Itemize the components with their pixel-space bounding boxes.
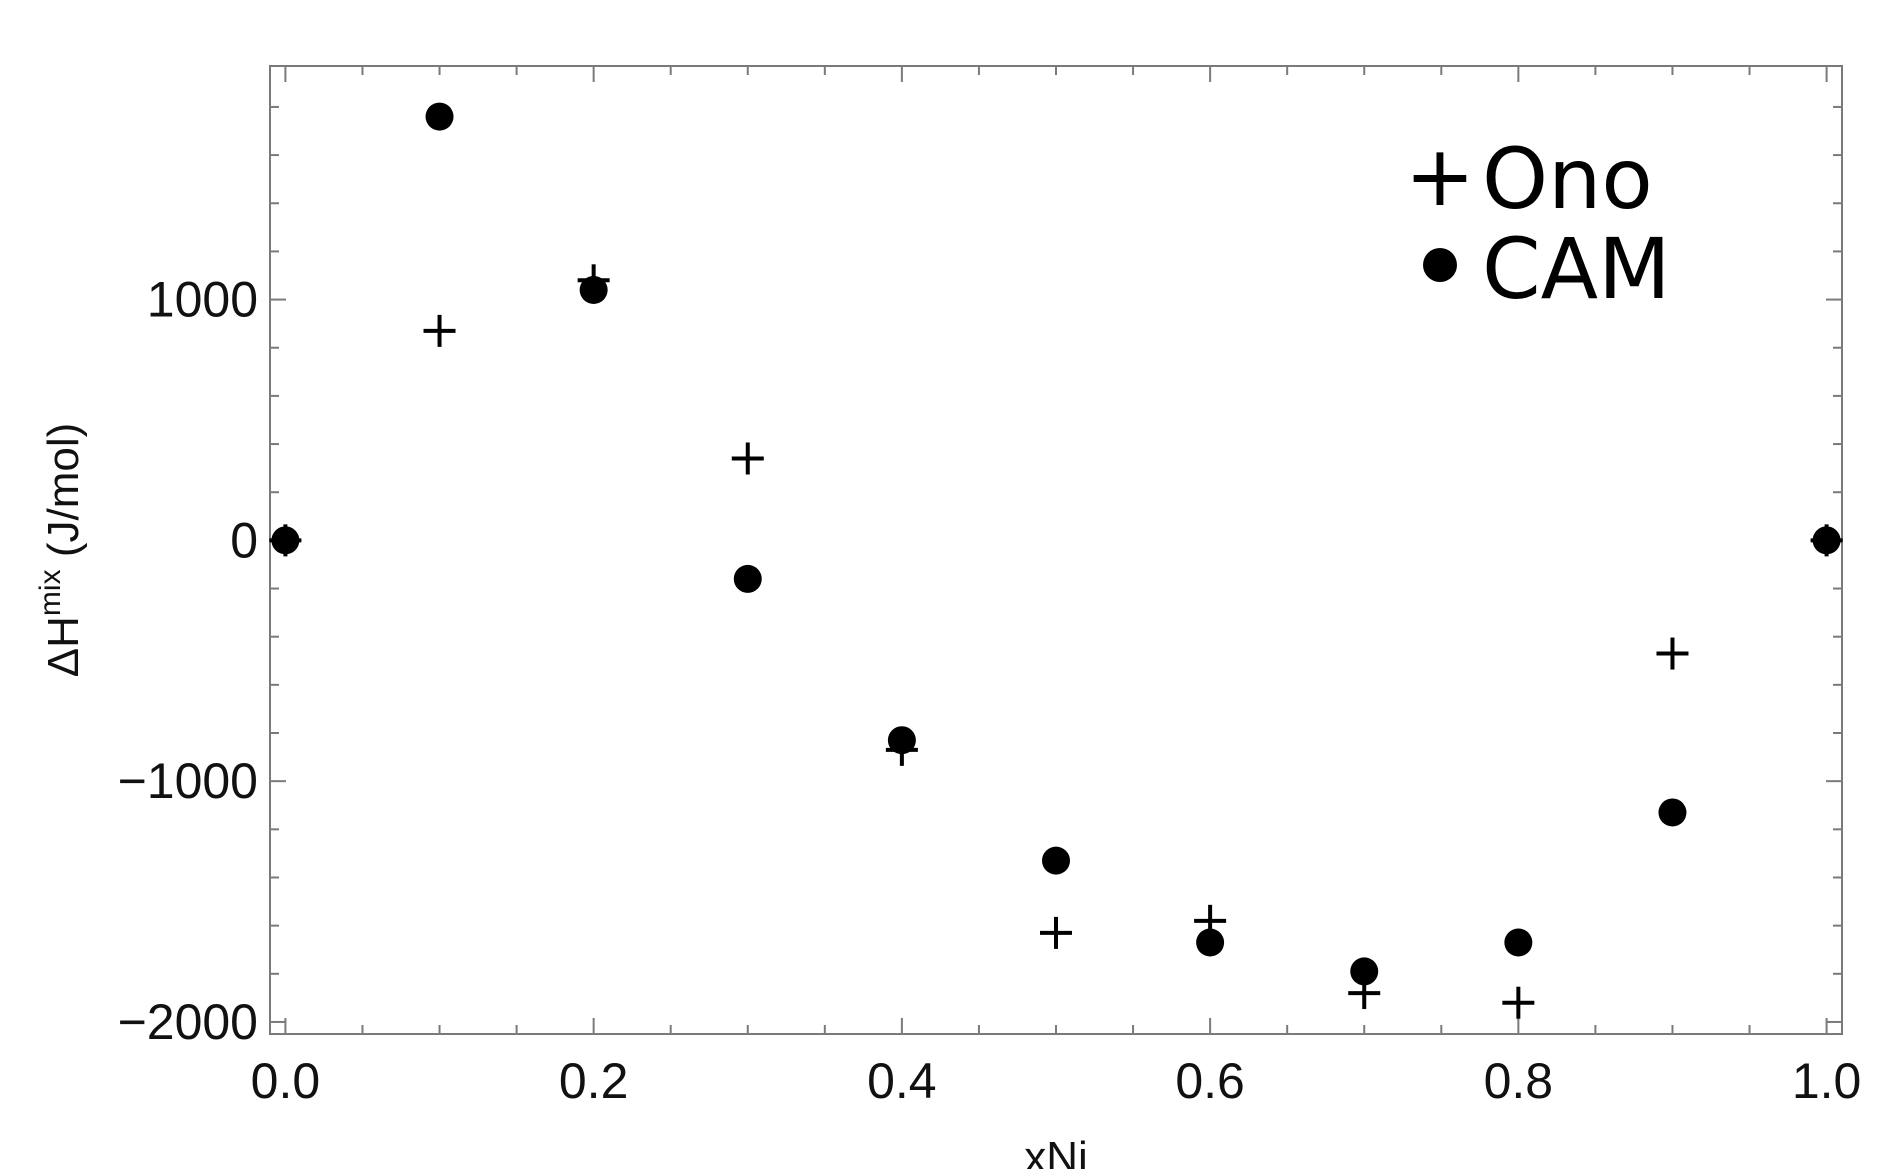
cam-point — [1504, 928, 1533, 957]
legend-circle-marker — [1423, 248, 1457, 282]
cam-point — [1042, 846, 1070, 875]
x-tick-label: 0.4 — [867, 1053, 937, 1109]
y-tick-label: −2000 — [118, 994, 258, 1050]
cam-point — [733, 564, 762, 593]
svg-text:ΔHmix (J/mol): ΔHmix (J/mol) — [34, 423, 88, 677]
cam-point — [1658, 798, 1687, 827]
tick-labels: 0.0 0.2 0.4 0.6 0.8 1.0 −2000 −1000 0 1000 — [118, 272, 1862, 1109]
ono-point — [1040, 916, 1072, 949]
x-tick-label: 1.0 — [1792, 1053, 1862, 1109]
y-axis-title: ΔH — [39, 616, 88, 677]
ono-point — [885, 733, 918, 766]
legend-plus-marker: + — [1405, 127, 1475, 225]
x-tick-label: 0.2 — [559, 1053, 629, 1109]
y-axis-title-superscript: mix — [34, 569, 67, 616]
x-tick-label: 0.8 — [1484, 1053, 1554, 1109]
x-tick-label: 0.0 — [251, 1053, 321, 1109]
cam-point — [1196, 928, 1225, 957]
y-axis-title-group: ΔHmix (J/mol) — [34, 423, 88, 677]
ono-point — [1810, 524, 1843, 557]
ono-point — [731, 442, 764, 475]
ono-point — [577, 264, 610, 297]
legend-label-cam: CAM — [1482, 220, 1671, 318]
legend-label-ono: Ono — [1482, 130, 1653, 228]
ono-point — [1194, 904, 1227, 937]
y-axis-title-unit: (J/mol) — [39, 423, 88, 570]
axis-ticks — [270, 66, 1842, 1034]
legend: + Ono CAM — [1405, 127, 1671, 318]
y-tick-label: −1000 — [118, 753, 258, 809]
ono-point — [1656, 637, 1689, 670]
ono-point — [1348, 977, 1381, 1010]
y-tick-label: 1000 — [147, 272, 258, 328]
data-marks — [269, 102, 1843, 1019]
ono-point — [269, 524, 302, 557]
ono-point — [1502, 986, 1535, 1019]
ono-point — [423, 314, 456, 347]
cam-point — [425, 102, 454, 131]
cam-point — [1350, 957, 1379, 986]
y-tick-label: 0 — [230, 512, 258, 568]
x-axis-title: xNi — [1024, 1133, 1088, 1169]
x-tick-label: 0.6 — [1175, 1053, 1245, 1109]
